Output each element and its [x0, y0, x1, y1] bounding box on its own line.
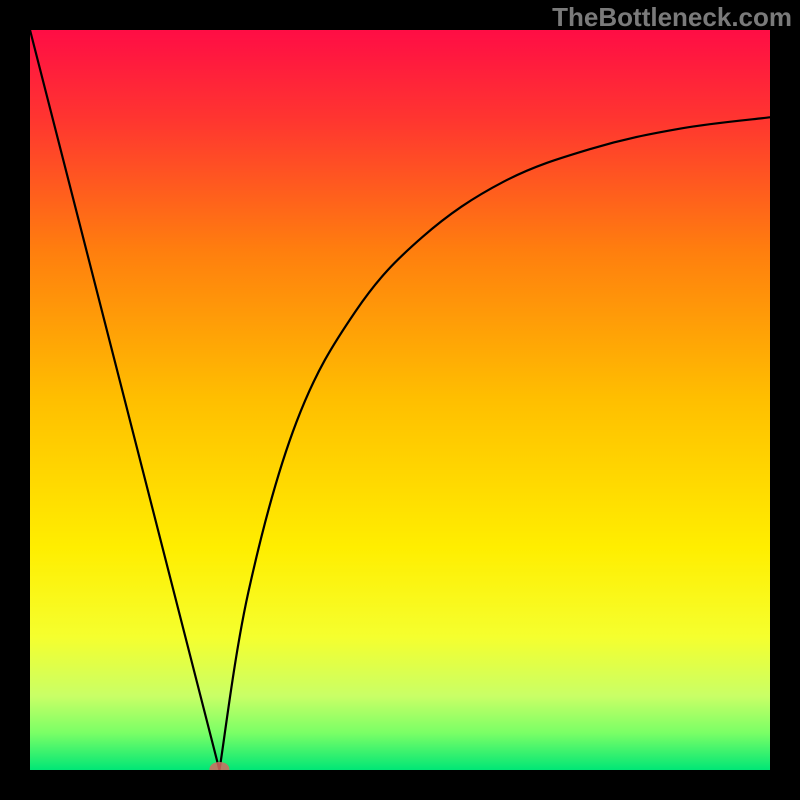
bottleneck-curve-chart: [30, 30, 770, 770]
gradient-background: [30, 30, 770, 770]
watermark-text: TheBottleneck.com: [552, 2, 792, 33]
chart-plot-area: [30, 30, 770, 770]
